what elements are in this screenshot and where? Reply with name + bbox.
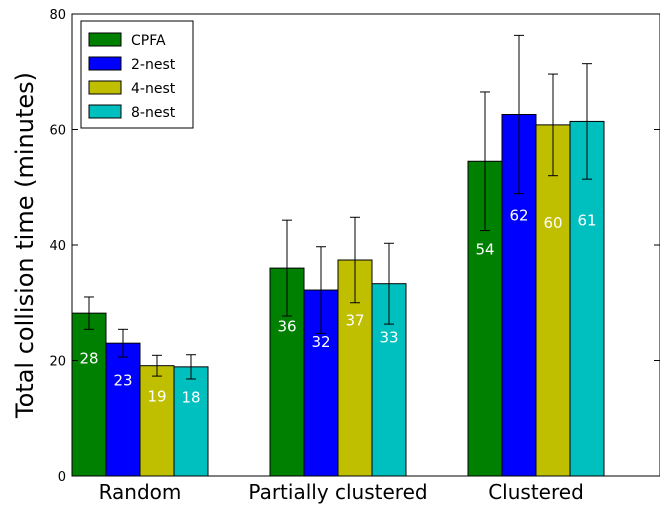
y-axis-title: Total collision time (minutes) <box>11 72 39 419</box>
legend-label-8-nest: 8-nest <box>131 105 176 121</box>
bar-value-label: 62 <box>509 207 528 225</box>
legend-swatch-4-nest <box>88 80 122 95</box>
bar-value-label: 33 <box>379 329 398 347</box>
y-tick-label: 0 <box>58 470 66 485</box>
bar-value-label: 54 <box>475 240 494 258</box>
y-tick-label: 20 <box>49 355 66 370</box>
x-category-label: Random <box>99 480 182 504</box>
legend: CPFA 2-nest 4-nest 8-nest <box>80 20 194 129</box>
bar-value-label: 37 <box>345 311 364 329</box>
y-tick-label: 80 <box>49 8 66 23</box>
bar-CPFA-random <box>71 312 107 477</box>
legend-swatch-2-nest <box>88 56 122 71</box>
bar-labels-layer: 28 36 54 23 32 62 19 37 60 18 33 61 <box>79 207 596 407</box>
bar-4-nest-clustered <box>535 124 571 477</box>
legend-label-4-nest: 4-nest <box>131 81 176 97</box>
x-category-label: Clustered <box>488 480 584 504</box>
bar-2-nest-random <box>105 342 141 477</box>
x-category-label: Partially clustered <box>248 480 427 504</box>
bar-4-nest-random <box>139 365 175 477</box>
bar-value-label: 61 <box>577 212 596 230</box>
bar-value-label: 60 <box>543 214 562 232</box>
bar-value-label: 23 <box>113 371 132 389</box>
legend-label-CPFA: CPFA <box>131 33 166 49</box>
bar-value-label: 28 <box>79 350 98 368</box>
error-bars-layer <box>84 34 592 380</box>
bar-value-label: 32 <box>311 333 330 351</box>
bar-value-label: 19 <box>147 388 166 406</box>
y-axis-ticks: 0 20 40 60 80 <box>49 8 660 485</box>
bar-8-nest-random <box>173 366 209 477</box>
legend-label-2-nest: 2-nest <box>131 57 176 73</box>
bars-layer <box>71 113 605 477</box>
x-axis-categories: Random Partially clustered Clustered <box>99 480 584 504</box>
y-tick-label: 60 <box>49 124 66 139</box>
legend-swatch-8-nest <box>88 104 122 119</box>
bar-value-label: 18 <box>181 388 200 406</box>
bar-value-label: 36 <box>277 317 296 335</box>
legend-swatch-CPFA <box>88 32 122 47</box>
y-tick-label: 40 <box>49 239 66 254</box>
